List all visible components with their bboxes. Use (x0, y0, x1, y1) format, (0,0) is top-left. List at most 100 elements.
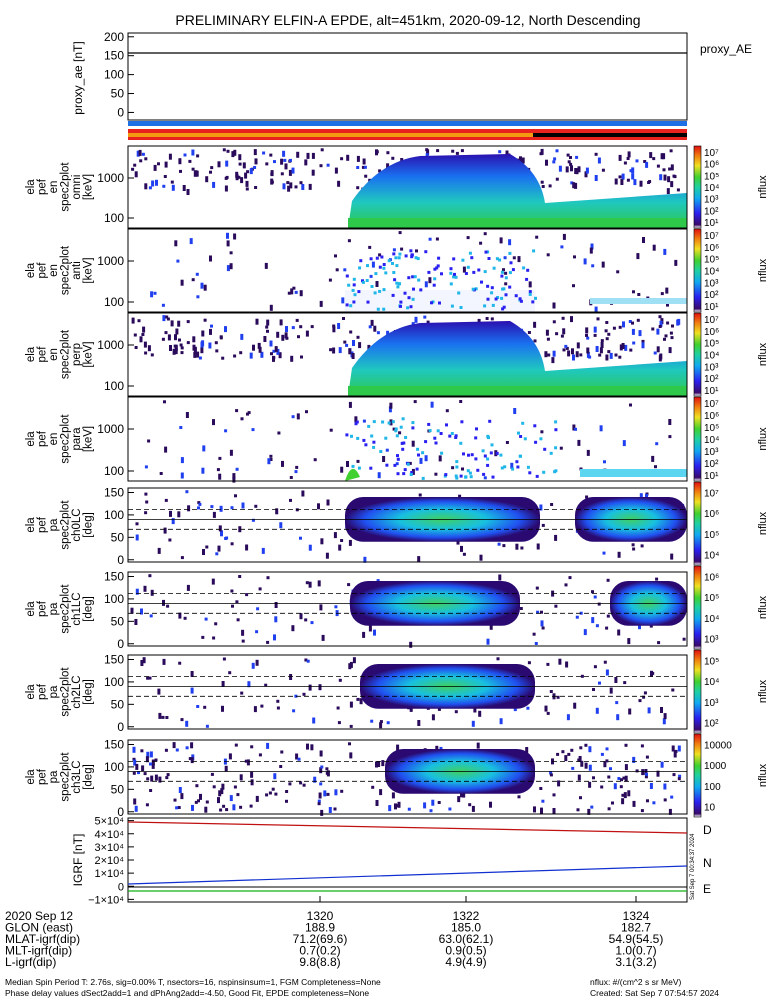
noise-pixel (253, 149, 257, 156)
weak-flux-pixel (367, 424, 371, 428)
noise-pixel (594, 152, 598, 156)
noise-pixel (177, 320, 181, 327)
noise-pixel (133, 759, 137, 766)
weak-flux-pixel (450, 432, 454, 435)
axis-row-value: 182.7 (621, 921, 651, 935)
noise-pixel (431, 799, 435, 806)
noise-pixel (356, 155, 360, 162)
noise-pixel (190, 687, 194, 694)
noise-pixel (334, 789, 338, 796)
weak-flux-pixel (516, 465, 520, 469)
noise-pixel (594, 175, 598, 181)
noise-pixel (645, 755, 649, 759)
noise-pixel (221, 356, 225, 360)
weak-flux-pixel (539, 437, 543, 441)
noise-pixel (665, 287, 669, 294)
weak-flux-pixel (519, 454, 522, 458)
colorbar-label: nflux (757, 342, 769, 366)
weak-flux-pixel (482, 472, 486, 476)
noise-pixel (270, 180, 274, 184)
noise-pixel (585, 167, 589, 174)
weak-flux-pixel (345, 274, 349, 278)
noise-pixel (541, 185, 545, 188)
noise-pixel (586, 351, 590, 358)
noise-pixel (169, 510, 172, 517)
noise-pixel (233, 785, 237, 789)
noise-pixel (271, 787, 275, 791)
noise-pixel (462, 552, 466, 556)
noise-pixel (448, 807, 452, 811)
panel-ylabel-line: ela (25, 431, 37, 447)
noise-pixel (451, 149, 455, 153)
weak-flux-pixel (374, 272, 378, 276)
noise-pixel (340, 466, 344, 473)
noise-pixel (595, 624, 599, 628)
noise-pixel (593, 333, 597, 337)
noise-pixel (141, 765, 145, 772)
noise-pixel (356, 166, 360, 169)
noise-pixel (437, 707, 441, 711)
noise-pixel (533, 321, 537, 328)
noise-pixel (629, 348, 633, 352)
noise-pixel (640, 744, 644, 748)
noise-pixel (337, 721, 341, 725)
noise-pixel (230, 506, 234, 510)
weak-flux-pixel (549, 451, 553, 455)
noise-pixel (592, 776, 595, 780)
weak-flux-pixel (352, 300, 356, 304)
weak-flux-pixel (424, 440, 428, 444)
weak-flux-pixel (509, 261, 513, 265)
noise-pixel (162, 599, 165, 606)
noise-pixel (460, 791, 463, 798)
noise-pixel (226, 240, 230, 247)
noise-pixel (255, 630, 259, 634)
noise-pixel (289, 674, 293, 680)
panel-ylabel-line: [deg] (83, 512, 95, 538)
status-bar-blue-top (128, 121, 687, 126)
weak-flux-pixel (500, 466, 504, 470)
noise-pixel (135, 763, 139, 770)
noise-pixel (571, 766, 575, 770)
noise-pixel (533, 339, 537, 343)
noise-pixel (334, 254, 337, 258)
weak-flux-pixel (511, 268, 515, 272)
noise-pixel (144, 492, 148, 496)
noise-pixel (279, 319, 283, 326)
noise-pixel (604, 329, 608, 333)
noise-pixel (513, 408, 517, 414)
colorbar-tick-label: 100 (704, 782, 721, 793)
noise-pixel (226, 265, 230, 272)
noise-pixel (624, 775, 628, 782)
noise-pixel (375, 281, 379, 287)
noise-pixel (354, 416, 358, 423)
panel-ylabel-line: pa (48, 602, 60, 615)
noise-pixel (241, 639, 245, 643)
noise-pixel (426, 149, 430, 156)
colorbar (693, 481, 702, 566)
noise-pixel (196, 154, 200, 158)
noise-pixel (526, 706, 530, 710)
noise-pixel (159, 472, 163, 475)
weak-flux-pixel (508, 251, 512, 255)
noise-pixel (240, 177, 244, 184)
noise-pixel (425, 153, 429, 157)
noise-pixel (565, 661, 569, 668)
status-bars (128, 121, 687, 140)
noise-pixel (375, 149, 378, 156)
noise-pixel (150, 589, 154, 596)
noise-pixel (188, 159, 192, 163)
pitch-angle-tick-label: 100 (104, 675, 124, 689)
noise-pixel (546, 711, 550, 715)
panel-ylabel-line: ch2LC (71, 675, 83, 708)
noise-pixel (668, 435, 672, 439)
noise-pixel (345, 343, 349, 347)
noise-pixel (328, 278, 332, 282)
panel-ylabel-line: omni (71, 175, 83, 200)
noise-pixel (146, 676, 150, 680)
noise-pixel (295, 465, 299, 469)
noise-pixel (614, 677, 618, 683)
noise-pixel (386, 721, 390, 725)
noise-pixel (251, 662, 255, 669)
panel-ylabel-line: ela (25, 262, 37, 278)
noise-pixel (216, 468, 220, 472)
